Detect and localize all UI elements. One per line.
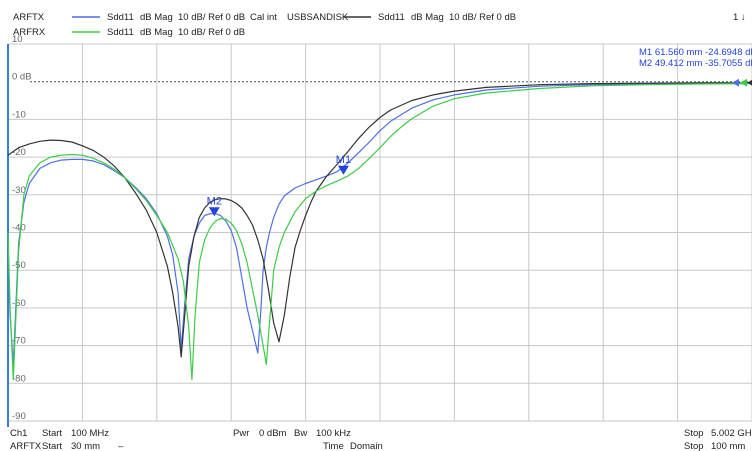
grid [7, 43, 752, 422]
y-tick-label: -10 [12, 109, 26, 120]
marker-label-m1: M1 [336, 154, 351, 166]
legend-cal-blue: Cal int [250, 12, 277, 23]
status-footer: Ch1 Start 100 MHz Pwr 0 dBm Bw 100 kHz S… [10, 428, 752, 451]
y-tick-label: -90 [12, 411, 26, 422]
collapse-toggle[interactable]: 1 ↓ [733, 12, 746, 23]
legend-scale-blue: 10 dB/ Ref 0 dB [178, 12, 245, 23]
legend-format-black: dB Mag [411, 12, 444, 23]
legend-format-green: dB Mag [140, 27, 173, 38]
marker-label-m2: M2 [207, 195, 222, 207]
footer2-ch: ARFTX [10, 441, 42, 451]
legend-param-black: Sdd11 [378, 12, 405, 23]
trace-series-2 [7, 83, 752, 381]
footer-pwr-value[interactable]: 0 dBm [259, 428, 287, 439]
y-tick-label: -70 [12, 336, 26, 347]
y-tick-label: -80 [12, 373, 26, 384]
legend-param-green: Sdd11 [107, 27, 134, 38]
legend-scale-green: 10 dB/ Ref 0 dB [178, 27, 245, 38]
footer2-time-label: Time [323, 441, 344, 451]
legend-format-blue: dB Mag [140, 12, 173, 23]
footer-stop-label: Stop [684, 428, 704, 439]
footer2-dash: – [118, 441, 124, 451]
footer-start-value[interactable]: 100 MHz [71, 428, 109, 439]
marker-readout-m1: M1 61.560 mm -24.6948 dB [639, 47, 752, 58]
footer-ch: Ch1 [10, 428, 27, 439]
marker-triangle-m1 [337, 165, 349, 175]
y-tick-label: 0 dB [12, 72, 32, 83]
footer2-start-value[interactable]: 30 mm [71, 441, 100, 451]
y-tick-label: -30 [12, 185, 26, 196]
marker-triangle-m2 [208, 207, 220, 217]
trace-end-arrow-1 [740, 78, 747, 87]
channel-label-arfrx: ARFRX [13, 27, 46, 38]
markers[interactable]: M1 M2 [207, 78, 752, 217]
trace-end-arrow-2 [747, 79, 752, 86]
y-tick-label: -60 [12, 298, 26, 309]
footer2-stop-label: Stop [684, 441, 704, 451]
traces [7, 82, 752, 381]
legend-prefix-black: USBSANDISK [287, 12, 349, 23]
marker-readout-m2: M2 49.412 mm -35.7055 dB [639, 58, 752, 69]
footer2-stop-value[interactable]: 100 mm [711, 441, 745, 451]
trace-series-1 [7, 82, 752, 358]
trace-series-0 [7, 82, 752, 365]
footer-pwr-label: Pwr [233, 428, 249, 439]
channel-label-arftx: ARFTX [13, 12, 45, 23]
y-tick-labels: 10 0 dB -10 -20 -30 -40 -50 -60 -70 -80 -90 [12, 34, 32, 422]
footer-bw-label: Bw [294, 428, 307, 439]
legend-param-blue: Sdd11 [107, 12, 134, 23]
y-tick-label: -20 [12, 147, 26, 158]
footer-start-label: Start [42, 428, 62, 439]
legend-scale-black: 10 dB/ Ref 0 dB [449, 12, 516, 23]
footer2-domain-label: Domain [350, 441, 383, 451]
trace-legend: ARFTX Sdd11 dB Mag 10 dB/ Ref 0 dB Cal i… [13, 12, 746, 38]
y-tick-label: -40 [12, 223, 26, 234]
trace-end-arrow-0 [732, 78, 739, 87]
footer2-start-label: Start [42, 441, 62, 451]
footer-bw-value[interactable]: 100 kHz [316, 428, 351, 439]
y-tick-label: 10 [12, 34, 23, 45]
marker-readout: M1 61.560 mm -24.6948 dB M2 49.412 mm -3… [639, 47, 752, 69]
footer-stop-value[interactable]: 5.002 GHz [711, 428, 752, 439]
y-tick-label: -50 [12, 260, 26, 271]
